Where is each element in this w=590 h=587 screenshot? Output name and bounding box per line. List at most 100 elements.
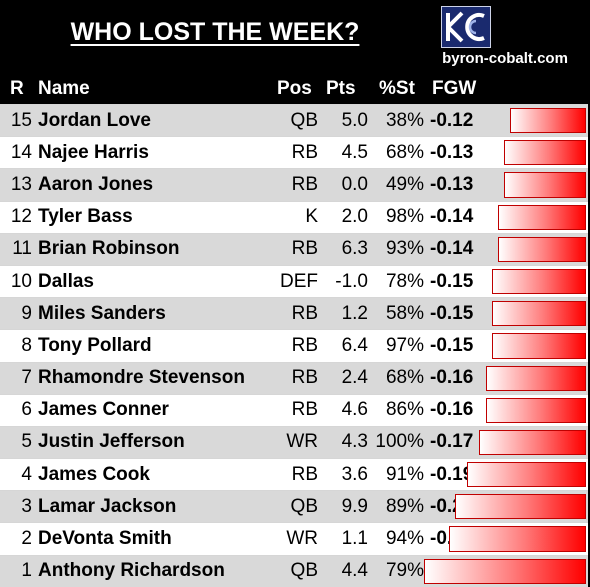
row-fgw: -0.14 — [427, 232, 487, 266]
header-pts: Pts — [326, 78, 356, 99]
table-row: 7 Rhamondre Stevenson RB 2.4 68% -0.16 — [0, 361, 588, 395]
row-name: DeVonta Smith — [34, 522, 271, 556]
row-pts: -1.0 — [321, 264, 371, 298]
row-bar-cell — [487, 297, 588, 330]
row-pct: 68% — [371, 361, 427, 395]
header-rank: R — [10, 78, 24, 99]
row-name: Miles Sanders — [34, 297, 271, 330]
row-fgw: -0.14 — [427, 200, 487, 234]
kc-monogram-icon — [441, 6, 491, 48]
row-fgw: -0.13 — [427, 168, 487, 202]
row-name: James Conner — [34, 393, 271, 427]
chart-title-text: WHO LOST THE WEEK? — [70, 18, 360, 46]
row-fgw: -0.15 — [427, 329, 487, 362]
row-pct: 100% — [371, 425, 427, 459]
row-pct: 94% — [371, 522, 427, 556]
row-rank: 9 — [0, 297, 34, 330]
fgw-bar — [486, 397, 586, 423]
row-fgw: -0.17 — [427, 425, 487, 459]
fgw-bar — [498, 204, 586, 230]
table-row: 3 Lamar Jackson QB 9.9 89% -0.21 — [0, 490, 588, 523]
row-pct: 79% — [371, 554, 427, 587]
row-rank: 4 — [0, 458, 34, 491]
row-rank: 15 — [0, 103, 34, 137]
row-name: Tyler Bass — [34, 200, 271, 234]
row-pts: 2.0 — [321, 200, 371, 234]
row-bar-cell — [487, 200, 588, 234]
row-fgw: -0.13 — [427, 136, 487, 169]
row-name: Anthony Richardson — [34, 554, 271, 587]
site-url: byron-cobalt.com — [442, 50, 568, 67]
row-rank: 13 — [0, 168, 34, 202]
fgw-bar — [492, 333, 586, 359]
table-row: 6 James Conner RB 4.6 86% -0.16 — [0, 393, 588, 427]
fgw-bar — [492, 268, 586, 295]
row-pos: RB — [271, 361, 321, 395]
table-row: 9 Miles Sanders RB 1.2 58% -0.15 — [0, 297, 588, 330]
row-pts: 1.2 — [321, 297, 371, 330]
fgw-bar — [486, 365, 586, 391]
row-bar-cell — [487, 168, 588, 202]
table-row: 12 Tyler Bass K 2.0 98% -0.14 — [0, 200, 588, 234]
row-fgw: -0.16 — [427, 393, 487, 427]
row-name: Najee Harris — [34, 136, 271, 169]
row-pts: 0.0 — [321, 168, 371, 202]
row-fgw: -0.12 — [427, 103, 487, 137]
row-pts: 4.4 — [321, 554, 371, 587]
row-rank: 2 — [0, 522, 34, 556]
header-pos: Pos — [277, 78, 312, 99]
row-fgw: -0.16 — [427, 361, 487, 395]
row-pos: RB — [271, 136, 321, 169]
header-fgw: FGW — [432, 78, 477, 99]
row-name: Jordan Love — [34, 103, 271, 137]
fgw-bar — [504, 140, 586, 166]
row-bar-cell — [449, 522, 588, 556]
row-pct: 93% — [371, 232, 427, 266]
row-rank: 10 — [0, 264, 34, 298]
row-name: James Cook — [34, 458, 271, 491]
row-pos: WR — [271, 522, 321, 556]
row-bar-cell — [487, 329, 588, 362]
row-fgw: -0.15 — [427, 264, 487, 298]
row-pos: RB — [271, 393, 321, 427]
row-pct: 91% — [371, 458, 427, 491]
row-pct: 58% — [371, 297, 427, 330]
row-bar-cell — [455, 490, 588, 523]
row-rank: 7 — [0, 361, 34, 395]
header-pct: %St — [379, 78, 415, 99]
stats-table: 15 Jordan Love QB 5.0 38% -0.12 14 Najee Harris… — [0, 103, 588, 587]
table-row: 15 Jordan Love QB 5.0 38% -0.12 — [0, 103, 588, 137]
row-name: Justin Jefferson — [34, 425, 271, 459]
row-pct: 97% — [371, 329, 427, 362]
row-pct: 78% — [371, 264, 427, 298]
row-pts: 6.4 — [321, 329, 371, 362]
row-bar-cell — [487, 103, 588, 137]
row-bar-cell — [487, 232, 588, 266]
row-bar-cell — [479, 425, 588, 459]
row-name: Brian Robinson — [34, 232, 271, 266]
table-row: 14 Najee Harris RB 4.5 68% -0.13 — [0, 136, 588, 169]
row-pos: QB — [271, 490, 321, 523]
fgw-bar — [424, 558, 586, 584]
row-pct: 38% — [371, 103, 427, 137]
row-pts: 5.0 — [321, 103, 371, 137]
fgw-bar — [510, 108, 586, 134]
fgw-bar — [504, 172, 586, 198]
row-pos: RB — [271, 458, 321, 491]
row-pct: 98% — [371, 200, 427, 234]
fgw-bar — [479, 429, 586, 456]
row-pts: 4.6 — [321, 393, 371, 427]
header-name: Name — [38, 78, 90, 99]
row-rank: 3 — [0, 490, 34, 523]
chart-title: WHO LOST THE WEEK? — [0, 18, 430, 47]
row-pts: 3.6 — [321, 458, 371, 491]
row-pos: DEF — [271, 264, 321, 298]
row-pos: RB — [271, 297, 321, 330]
row-pos: RB — [271, 329, 321, 362]
row-pos: WR — [271, 425, 321, 459]
table-row: 10 Dallas DEF -1.0 78% -0.15 — [0, 264, 588, 298]
row-rank: 12 — [0, 200, 34, 234]
table-row: 11 Brian Robinson RB 6.3 93% -0.14 — [0, 232, 588, 266]
